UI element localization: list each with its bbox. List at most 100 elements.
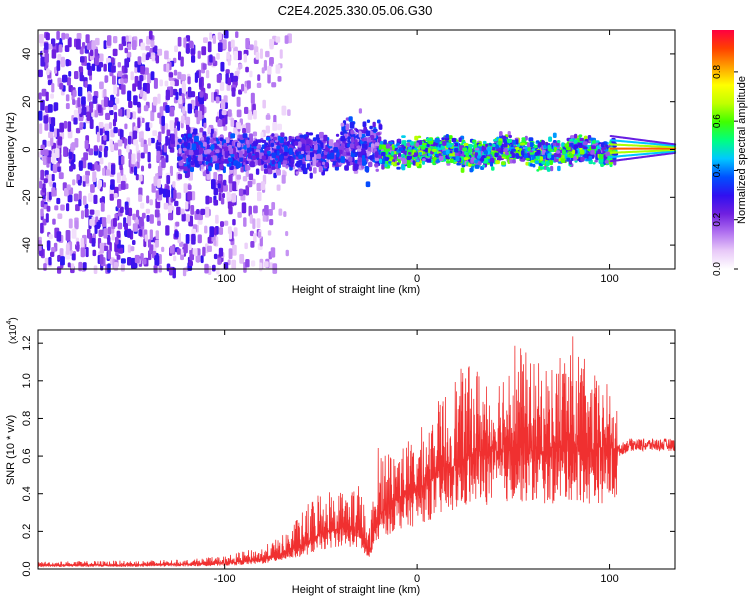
heatmap-cell (529, 142, 534, 148)
heatmap-cell (98, 229, 103, 237)
heatmap-cell (345, 117, 350, 121)
snr-y-label: SNR (10 * v/v) (5, 415, 17, 485)
heatmap-cell (246, 165, 251, 171)
heatmap-cell (378, 158, 383, 164)
heatmap-cell (132, 223, 138, 232)
heatmap-cell (277, 161, 281, 169)
heatmap-cell (238, 188, 244, 197)
heatmap-cell (134, 166, 138, 176)
spectrogram-x-ticks: -100 0 100 (214, 30, 619, 285)
heatmap-cell (54, 66, 58, 74)
heatmap-cell (74, 71, 79, 80)
heatmap-cell (227, 109, 232, 117)
heatmap-cell (223, 184, 228, 192)
heatmap-cell (247, 109, 253, 120)
heatmap-cell (203, 37, 208, 43)
heatmap-cell (91, 40, 96, 51)
heatmap-cell (532, 163, 536, 168)
heatmap-cell (113, 127, 118, 134)
heatmap-cell (374, 163, 379, 167)
heatmap-cell (177, 71, 182, 80)
heatmap-cell (192, 154, 196, 159)
heatmap-cell (56, 197, 61, 205)
heatmap-cell (59, 122, 65, 133)
heatmap-cell (233, 80, 238, 86)
y-tick-label: 0.8 (21, 411, 33, 426)
heatmap-cell (401, 144, 405, 148)
heatmap-cell (541, 161, 546, 165)
heatmap-cell (514, 147, 520, 151)
heatmap-cell (273, 114, 277, 125)
heatmap-cell (116, 232, 121, 238)
heatmap-cell (99, 242, 105, 254)
heatmap-cell (202, 63, 207, 70)
heatmap-cell (134, 61, 139, 68)
heatmap-cell (598, 154, 604, 160)
heatmap-cell (340, 135, 346, 142)
heatmap-cell (465, 152, 469, 159)
heatmap-cell (301, 137, 305, 145)
heatmap-cell (406, 142, 411, 148)
heatmap-cell (372, 128, 378, 133)
heatmap-cell (155, 230, 159, 240)
heatmap-cell (511, 152, 516, 159)
heatmap-cell (89, 209, 95, 215)
heatmap-cell (306, 138, 311, 145)
heatmap-cell (256, 218, 261, 229)
heatmap-cell (216, 267, 220, 275)
heatmap-cell (458, 137, 462, 143)
heatmap-cell (454, 147, 459, 153)
heatmap-cell (78, 66, 84, 73)
heatmap-cell (269, 57, 274, 65)
heatmap-cell (127, 215, 132, 227)
heatmap-cell (105, 112, 111, 120)
heatmap-cell (227, 259, 231, 266)
heatmap-cell (235, 31, 239, 39)
heatmap-cell (253, 233, 257, 243)
heatmap-cell (308, 132, 314, 136)
heatmap-cell (239, 254, 245, 264)
heatmap-cell (285, 249, 289, 257)
y-tick-label: 40 (21, 48, 33, 60)
heatmap-cell (157, 48, 163, 56)
heatmap-cell (202, 246, 206, 257)
heatmap-cell (247, 152, 252, 159)
heatmap-cell (422, 142, 427, 146)
heatmap-cell (262, 99, 266, 109)
heatmap-cell (102, 167, 106, 176)
svg-text:(x104): (x104) (6, 317, 19, 344)
heatmap-cell (137, 101, 141, 108)
heatmap-cell (135, 144, 139, 152)
heatmap-cell (432, 148, 437, 152)
heatmap-cell (110, 65, 116, 73)
heatmap-cell (73, 109, 79, 120)
heatmap-cell (67, 262, 71, 268)
heatmap-cell (233, 127, 239, 136)
heatmap-cell (497, 155, 502, 160)
heatmap-cell (449, 158, 454, 163)
heatmap-cell (140, 137, 144, 148)
heatmap-cell (88, 193, 93, 202)
heatmap-cell (281, 105, 287, 116)
heatmap-cell (144, 67, 149, 75)
heatmap-cell (118, 43, 124, 51)
heatmap-cell (283, 211, 287, 217)
heatmap-cell (276, 150, 280, 156)
heatmap-cell (557, 165, 561, 172)
heatmap-cell (78, 160, 83, 171)
heatmap-cell (493, 139, 498, 142)
heatmap-cell (325, 162, 329, 168)
heatmap-cell (117, 222, 123, 230)
heatmap-cell (40, 208, 44, 217)
heatmap-cell (494, 152, 499, 158)
heatmap-cell (375, 168, 379, 172)
heatmap-cell (96, 221, 101, 228)
heatmap-cell (227, 157, 233, 162)
heatmap-cell (273, 172, 277, 179)
heatmap-cell (463, 157, 469, 160)
heatmap-cell (217, 183, 221, 189)
colorbar-tick-label: 0.6 (712, 114, 723, 128)
heatmap-cell (300, 150, 305, 154)
heatmap-cell (138, 174, 143, 182)
heatmap-cell (187, 191, 193, 201)
